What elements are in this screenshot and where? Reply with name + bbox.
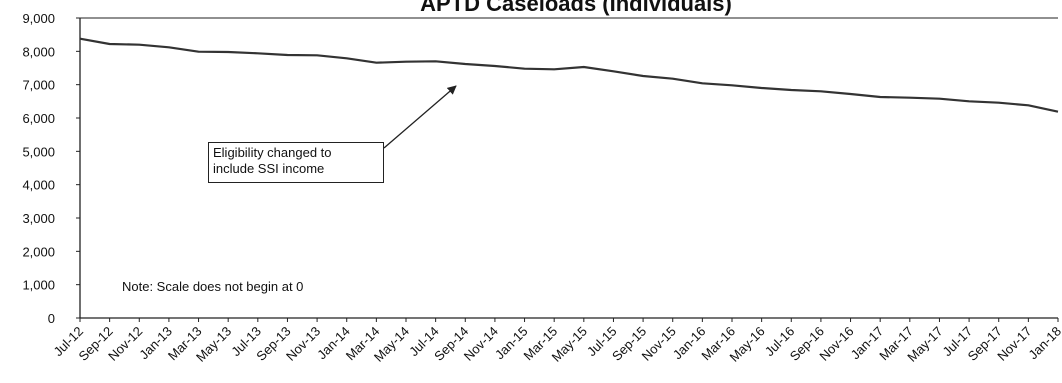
y-tick-labels: 9,000 8,000 7,000 6,000 5,000 4,000 3,000 2,000…: [22, 11, 80, 326]
chart-title: APTD Caseloads (Individuals): [420, 0, 732, 16]
annotation-line-1: Eligibility changed to: [213, 145, 332, 160]
axes: [79, 17, 1058, 319]
annotation-arrow: [383, 85, 457, 149]
annotation-box: Eligibility changed to include SSI incom…: [208, 142, 384, 183]
y-tick-label: 9,000: [22, 11, 55, 26]
y-tick-label: 1,000: [22, 278, 55, 293]
y-tick-label: 7,000: [22, 78, 55, 93]
caseload-line: [79, 37, 1059, 113]
y-tick-label: 5,000: [22, 144, 55, 159]
y-tick-label: 0: [48, 311, 55, 326]
annotation-line-2: include SSI income: [213, 161, 325, 176]
y-tick-label: 4,000: [22, 178, 55, 193]
y-tick-label: 2,000: [22, 244, 55, 259]
y-tick-label: 8,000: [22, 44, 55, 59]
series-group: [79, 37, 1059, 113]
arrow-line: [383, 85, 457, 149]
y-tick-label: 3,000: [22, 211, 55, 226]
x-tick-label: Jan-18: [1025, 324, 1062, 363]
scale-note: Note: Scale does not begin at 0: [122, 279, 304, 294]
y-tick-label: 6,000: [22, 111, 55, 126]
x-tick-labels: Jul-12Sep-12Nov-12Jan-13Mar-13May-13Jul-…: [50, 318, 1062, 365]
